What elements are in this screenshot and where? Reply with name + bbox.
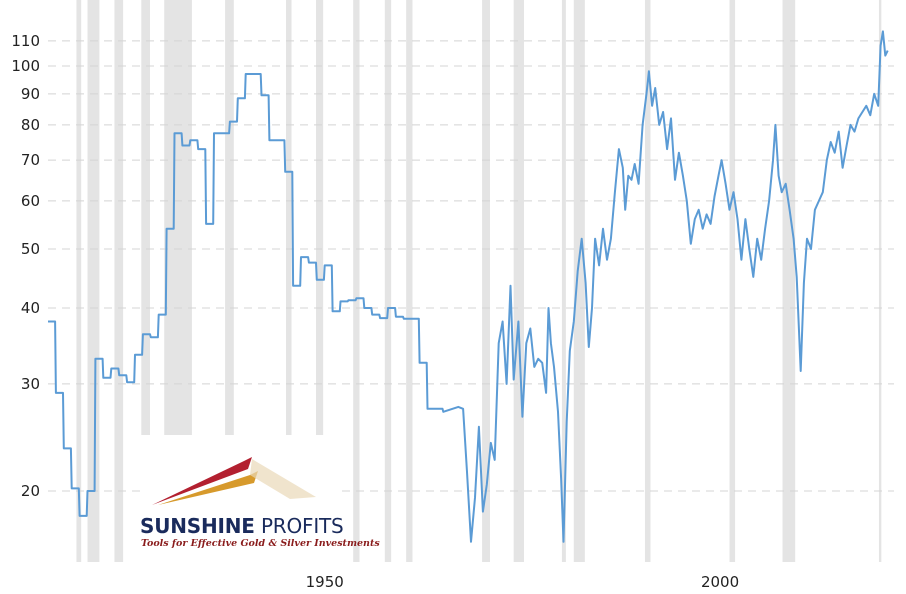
- watermark-brand-thin: PROFITS: [254, 514, 344, 538]
- recession-band-3: [141, 0, 150, 562]
- y-tick-label-110: 110: [11, 32, 40, 50]
- y-tick-label-90: 90: [21, 85, 40, 103]
- recession-band-6: [285, 0, 292, 562]
- y-tick-label-80: 80: [21, 116, 40, 134]
- recession-band-7: [316, 0, 324, 562]
- recession-band-11: [482, 0, 490, 562]
- recession-band-9: [384, 0, 392, 562]
- y-axis-ticks: 20 30 40 50 60 70 80 90 100 110: [11, 32, 40, 500]
- x-axis-ticks: 1950 2000: [306, 573, 740, 591]
- recession-band-8: [353, 0, 360, 562]
- watermark-brand-name: SUNSHINE PROFITS: [140, 514, 344, 538]
- recession-band-15: [644, 0, 651, 562]
- y-tick-label-100: 100: [11, 57, 40, 75]
- y-gridlines: [48, 40, 894, 492]
- y-tick-label-60: 60: [21, 192, 40, 210]
- y-tick-label-50: 50: [21, 240, 40, 258]
- y-tick-label-30: 30: [21, 375, 40, 393]
- recession-band-13: [561, 0, 566, 562]
- y-tick-label-40: 40: [21, 299, 40, 317]
- recession-band-14: [573, 0, 585, 562]
- recession-band-16: [729, 0, 736, 562]
- x-tick-label-2000: 2000: [701, 573, 739, 591]
- series-layer: [48, 30, 889, 543]
- watermark-logo-background: [140, 435, 336, 565]
- series-line-0: [48, 30, 889, 543]
- recession-band-10: [406, 0, 413, 562]
- y-tick-label-20: 20: [21, 482, 40, 500]
- recession-band-18: [878, 0, 882, 562]
- recession-band-2: [114, 0, 124, 562]
- recession-band-5: [225, 0, 234, 562]
- recession-band-0: [76, 0, 82, 562]
- x-tick-label-1950: 1950: [306, 573, 344, 591]
- recession-band-12: [513, 0, 524, 562]
- watermark-logo-mark: [152, 457, 316, 505]
- watermark-brand-bold: SUNSHINE: [140, 514, 255, 538]
- recession-band-1: [87, 0, 100, 562]
- recession-band-17: [782, 0, 796, 562]
- y-tick-label-70: 70: [21, 151, 40, 169]
- watermark-tagline: Tools for Effective Gold & Silver Invest…: [141, 538, 380, 549]
